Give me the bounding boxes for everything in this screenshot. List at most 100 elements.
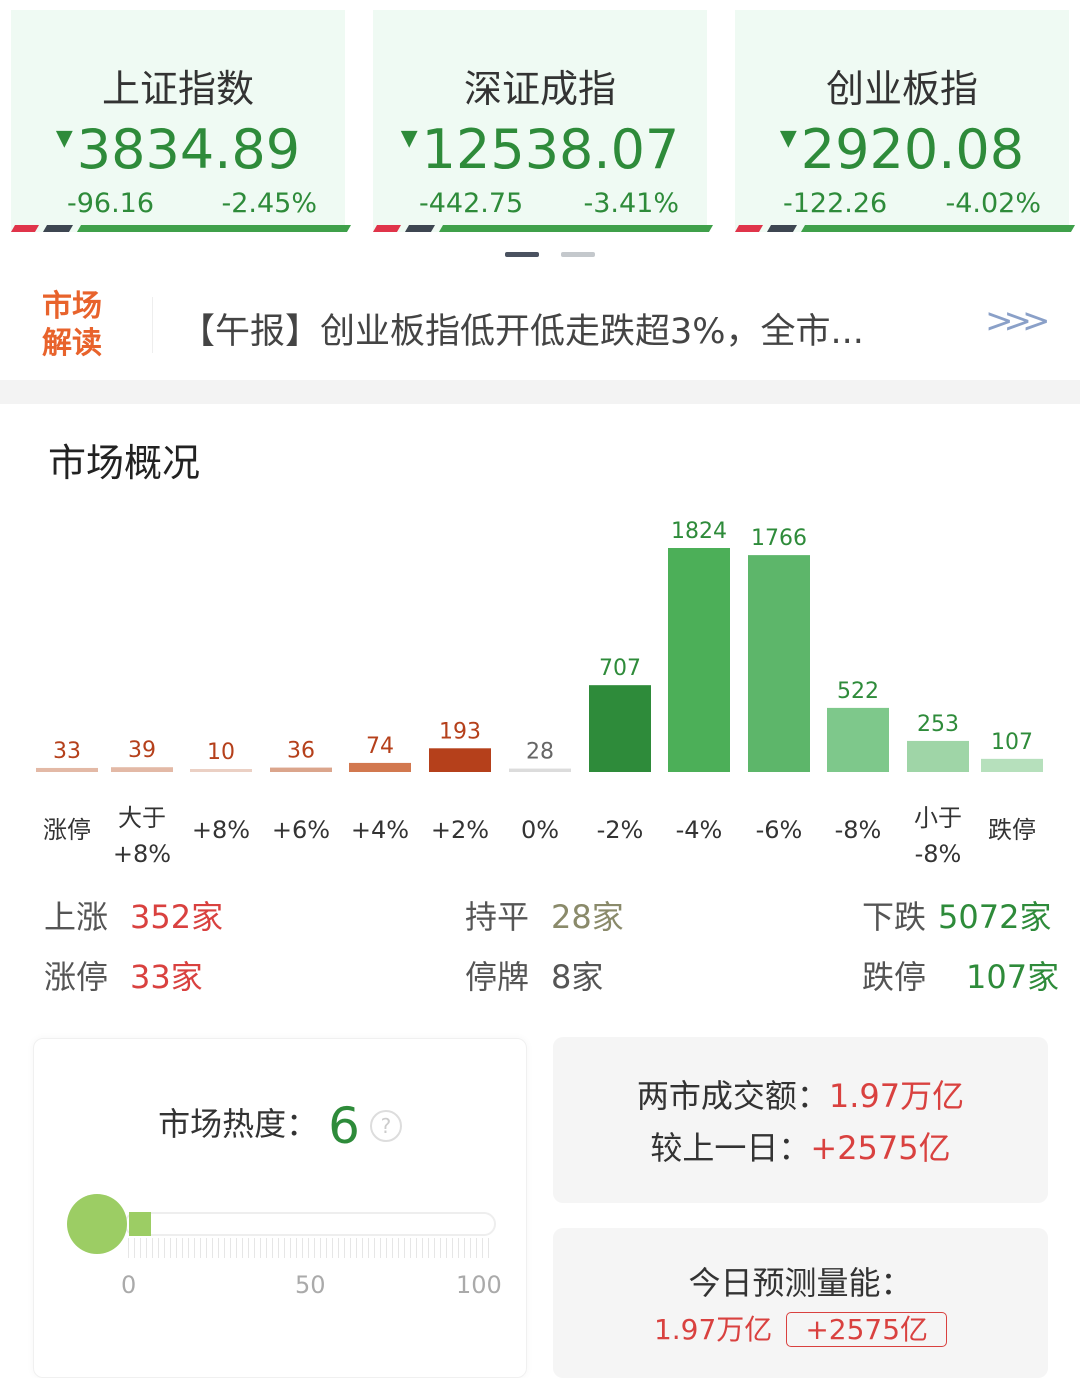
bar-+4% — [349, 762, 411, 772]
stat-up: 上涨 352家 — [44, 892, 223, 938]
heat-gauge-fill — [129, 1212, 151, 1236]
distribution-chart: 33 39 10 36 74 193 28 707 1824 1766 522 253 107 — [36, 519, 1043, 772]
bar-+8% — [190, 769, 252, 772]
x-tick-label: +4% — [350, 816, 410, 844]
x-tick-label: +2% — [430, 816, 490, 844]
x-tick-label: 跌停 — [988, 816, 1036, 844]
stat-value: 33家 — [130, 958, 203, 996]
stat-limit-up: 涨停 33家 — [44, 952, 203, 998]
turnover-line: 两市成交额：1.97万亿 — [553, 1071, 1048, 1117]
news-tag: 市场解读 — [42, 289, 102, 361]
heat-label: 市场热度： — [158, 1105, 319, 1143]
index-name: 深证成指 — [463, 67, 616, 111]
bar-小于-8% — [907, 740, 969, 772]
page-dot[interactable] — [561, 252, 595, 257]
x-tick-label: 涨停 — [43, 816, 91, 844]
forecast-value: 1.97万亿 — [653, 1313, 773, 1346]
turnover-label: 两市成交额： — [636, 1077, 829, 1115]
index-name: 创业板指 — [825, 67, 978, 111]
gauge-tick-label: 100 — [456, 1271, 502, 1299]
market-news-banner[interactable]: 市场解读 【午报】创业板指低开低走跌超3%，全市... >>> — [0, 285, 1080, 375]
breadth-bar — [10, 225, 352, 232]
bar-value-label: 39 — [128, 738, 156, 763]
stat-label: 上涨 — [44, 898, 109, 936]
bar-value-label: 74 — [366, 734, 394, 759]
forecast-line: 1.97万亿 +2575亿 — [553, 1308, 1048, 1348]
bar-value-label: 107 — [991, 730, 1033, 755]
stat-label: 持平 — [465, 898, 530, 936]
x-tick-label: +8% — [191, 816, 251, 844]
bar--8% — [827, 707, 889, 772]
bar-value-label: 193 — [439, 719, 481, 744]
bar-+2% — [429, 748, 491, 772]
index-change: -122.26 — [783, 188, 888, 219]
gauge-ticks — [128, 1238, 494, 1258]
index-change: -442.75 — [419, 188, 524, 219]
index-change: -96.16 — [67, 188, 155, 219]
stat-value: 28家 — [551, 898, 624, 936]
price-value: 2920.08 — [800, 118, 1025, 181]
index-price: ▼12538.07 — [373, 118, 707, 181]
index-card-shenzhen[interactable]: 深证成指 ▼12538.07 -442.75 -3.41% — [372, 10, 714, 232]
index-card-shanghai[interactable]: 上证指数 ▼3834.89 -96.16 -2.45% — [10, 10, 352, 232]
bar-value-label: 522 — [837, 679, 879, 704]
x-tick-label: +6% — [271, 816, 331, 844]
stat-label: 涨停 — [44, 958, 109, 996]
news-headline[interactable]: 【午报】创业板指低开低走跌超3%，全市... — [180, 312, 864, 352]
price-value: 12538.07 — [421, 118, 680, 181]
divider — [152, 297, 153, 353]
bar--6% — [748, 555, 810, 772]
x-tick-label: 小于 -8% — [914, 804, 962, 868]
bar-value-label: 10 — [207, 740, 235, 765]
index-name: 上证指数 — [101, 67, 254, 111]
forecast-card: 今日预测量能： 1.97万亿 +2575亿 — [553, 1228, 1048, 1378]
compare-label: 较上一日： — [650, 1129, 811, 1167]
stat-label: 停牌 — [465, 958, 530, 996]
stat-flat: 持平 28家 — [465, 892, 624, 938]
index-pct: -3.41% — [583, 188, 679, 219]
breadth-bar — [734, 225, 1076, 232]
x-tick-label: -8% — [834, 816, 882, 844]
x-tick-label: -2% — [596, 816, 644, 844]
compare-value: +2575亿 — [810, 1129, 951, 1167]
price-value: 3834.89 — [76, 118, 301, 181]
index-card-chinext[interactable]: 创业板指 ▼2920.08 -122.26 -4.02% — [734, 10, 1076, 232]
stat-value: 352家 — [130, 898, 224, 936]
down-triangle-icon: ▼ — [779, 126, 797, 151]
help-icon[interactable]: ? — [369, 1110, 402, 1142]
turnover-card: 两市成交额：1.97万亿 较上一日：+2575亿 — [553, 1037, 1048, 1203]
turnover-compare-line: 较上一日：+2575亿 — [553, 1123, 1048, 1169]
gauge-tick-label: 0 — [121, 1271, 137, 1299]
turnover-value: 1.97万亿 — [828, 1077, 965, 1115]
bar-大于+8% — [111, 767, 173, 772]
x-tick-label: -6% — [755, 816, 803, 844]
heat-gauge-track — [124, 1212, 496, 1236]
x-tick-label: 0% — [520, 816, 560, 844]
index-pct: -2.45% — [221, 188, 317, 219]
chevrons-right-icon[interactable]: >>> — [985, 301, 1051, 341]
down-triangle-icon: ▼ — [55, 126, 73, 151]
down-triangle-icon: ▼ — [400, 126, 418, 151]
index-price: ▼2920.08 — [735, 118, 1069, 181]
gauge-tick-label: 50 — [295, 1271, 326, 1299]
breadth-bar — [372, 225, 714, 232]
index-price: ▼3834.89 — [11, 118, 345, 181]
x-tick-label: -4% — [675, 816, 723, 844]
stat-value: 107家 — [966, 958, 1060, 996]
heat-title: 市场热度： 6? — [34, 1097, 526, 1155]
page-dot-active[interactable] — [505, 252, 539, 257]
bar-value-label: 1766 — [751, 526, 807, 551]
stat-value: 8家 — [551, 958, 604, 996]
heat-gauge-bulb — [67, 1194, 127, 1254]
market-heat-card: 市场热度： 6? 0 50 100 — [33, 1038, 527, 1378]
stat-down: 下跌 5072家 — [862, 892, 1051, 938]
bar--4% — [668, 548, 730, 772]
bar-value-label: 253 — [917, 712, 959, 737]
bar-value-label: 36 — [287, 739, 315, 764]
stat-label: 下跌 — [862, 898, 927, 936]
bar-value-label: 33 — [53, 739, 81, 764]
forecast-delta-badge: +2575亿 — [786, 1312, 948, 1347]
bar-value-label: 1824 — [671, 519, 727, 544]
stat-suspended: 停牌 8家 — [465, 952, 603, 998]
bar-+6% — [270, 767, 332, 772]
